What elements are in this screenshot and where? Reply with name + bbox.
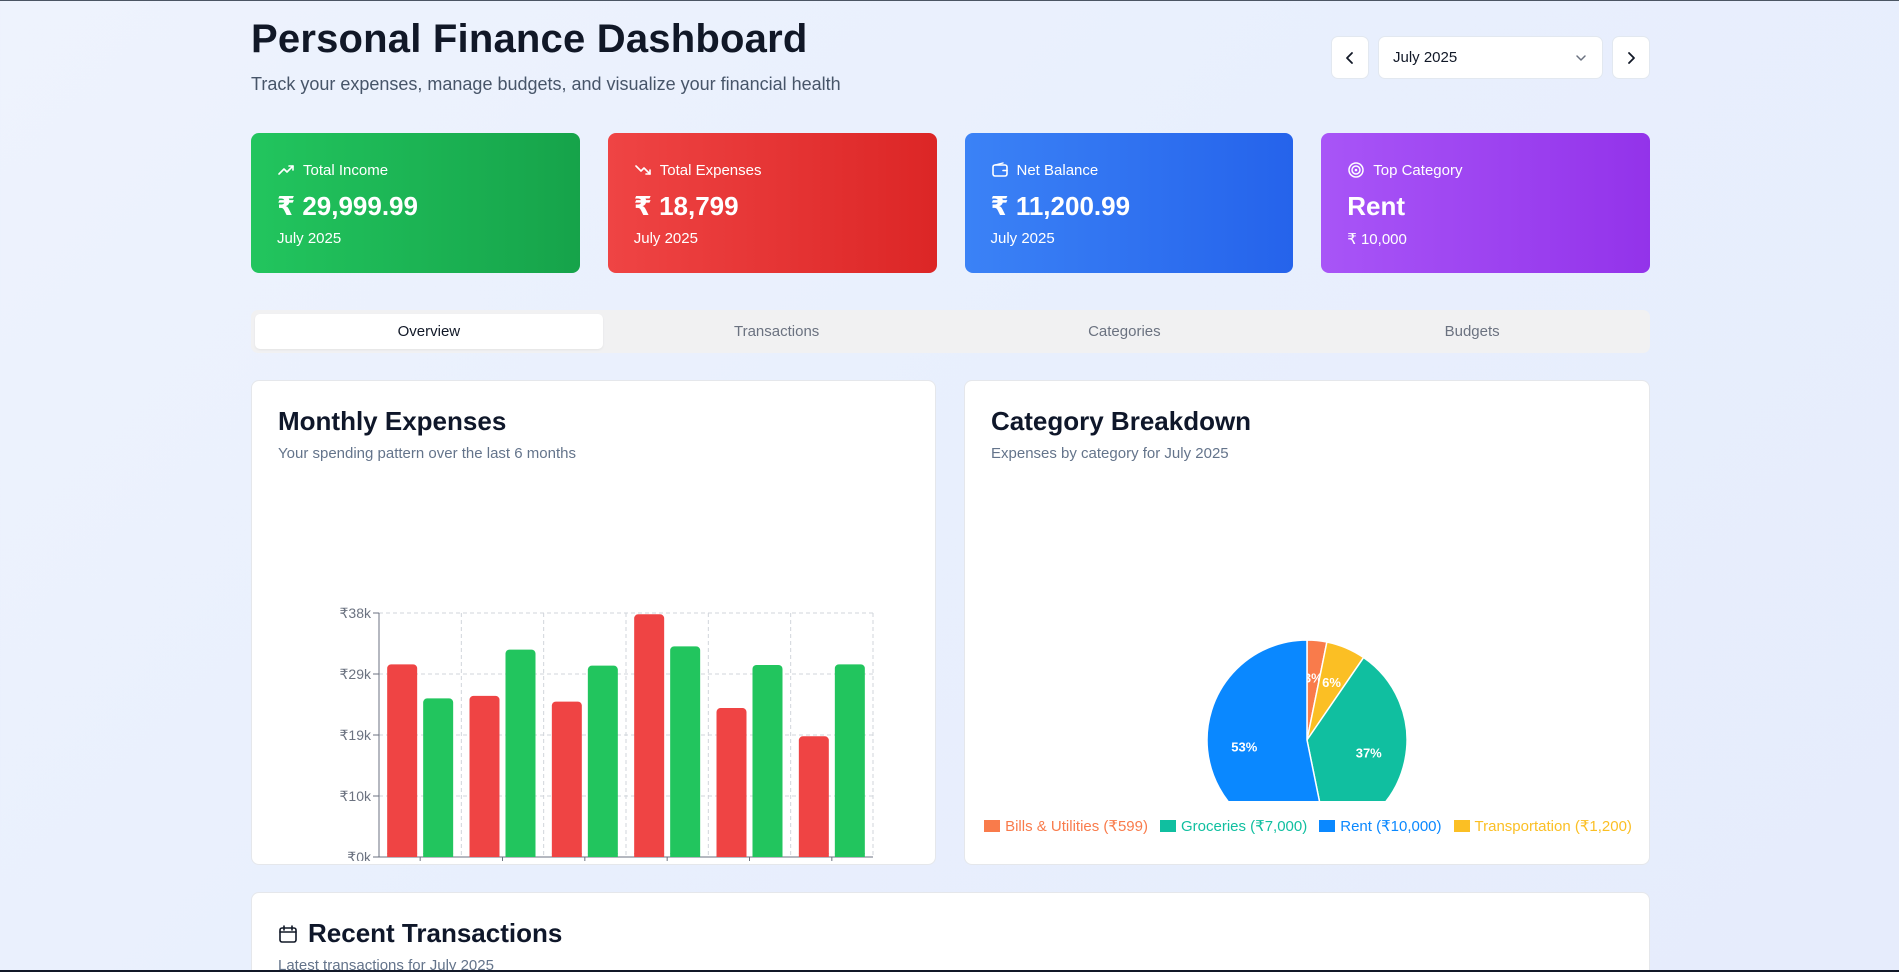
y-tick-label: ₹29k — [340, 666, 372, 682]
expense-bar[interactable] — [716, 708, 747, 857]
total-income-label: Total Income — [303, 161, 389, 179]
expense-bar[interactable] — [634, 614, 665, 857]
expense-bar[interactable] — [551, 701, 582, 857]
legend-item: Bills & Utilities (₹599) — [984, 817, 1148, 835]
top-category-card: Top Category Rent ₹ 10,000 — [1321, 133, 1650, 273]
category-legend: Bills & Utilities (₹599) Groceries (₹7,00… — [965, 817, 1651, 835]
month-select-value: July 2025 — [1393, 49, 1458, 66]
bar-base — [423, 853, 454, 857]
category-breakdown-card: Category Breakdown Expenses by category … — [964, 380, 1650, 865]
legend-swatch — [984, 820, 1001, 832]
legend-item: Transportation (₹1,200) — [1453, 817, 1632, 835]
pie-slice-label: 53% — [1231, 739, 1257, 754]
legend-label: Groceries (₹7,000) — [1180, 818, 1308, 835]
previous-month-button[interactable] — [1331, 36, 1369, 79]
tab-categories[interactable]: Categories — [1088, 323, 1161, 340]
legend-label: Transportation (₹1,200) — [1474, 818, 1632, 835]
chevron-down-icon — [1576, 54, 1586, 61]
page-title: Personal Finance Dashboard — [251, 17, 808, 61]
income-bar[interactable] — [834, 664, 865, 857]
trending-up-icon — [278, 165, 294, 175]
bar-base — [670, 853, 701, 857]
total-expenses-value: ₹ 18,799 — [633, 191, 739, 221]
expense-bar[interactable] — [469, 695, 500, 857]
total-income-card: Total Income ₹ 29,999.99 July 2025 — [251, 133, 580, 273]
bar-base — [505, 853, 536, 857]
income-bar[interactable] — [587, 665, 618, 857]
pie-slice[interactable] — [1306, 656, 1408, 801]
window-top-border — [0, 0, 1899, 1]
legend-label: Bills & Utilities (₹599) — [1005, 818, 1148, 835]
total-expenses-card: Total Expenses ₹ 18,799 July 2025 — [607, 133, 937, 273]
recent-transactions-card: Recent Transactions Latest transactions … — [251, 892, 1650, 972]
total-income-value: ₹ 29,999.99 — [277, 191, 418, 221]
target-icon — [1348, 162, 1364, 178]
net-balance-card: Net Balance ₹ 11,200.99 July 2025 — [964, 133, 1294, 273]
tab-overview[interactable]: Overview — [255, 314, 603, 349]
income-bar[interactable] — [505, 649, 536, 857]
bar-base — [551, 853, 582, 857]
category-pie-chart: 3% 6%37%53% — [1206, 639, 1408, 801]
top-category-value: Rent — [1347, 191, 1406, 221]
y-tick-label: ₹38k — [340, 605, 372, 621]
monthly-expenses-bar-chart: ₹0k₹10k₹19k₹29k₹38kFeb 2025Mar 2025Apr 2… — [340, 605, 874, 861]
window-bottom-border — [0, 970, 1899, 972]
tab-budgets[interactable]: Budgets — [1444, 323, 1500, 340]
month-select[interactable]: July 2025 — [1378, 36, 1603, 79]
recent-transactions-title: Recent Transactions — [308, 918, 563, 948]
bar-base — [752, 853, 783, 857]
tab-transactions[interactable]: Transactions — [733, 323, 820, 340]
income-bar[interactable] — [423, 698, 454, 857]
bar-base — [387, 853, 418, 857]
pie-slice-label: 37% — [1356, 746, 1382, 761]
wallet-icon — [991, 162, 1008, 177]
next-month-button[interactable] — [1612, 36, 1650, 79]
y-tick-label: ₹0k — [347, 849, 372, 861]
income-bar[interactable] — [752, 665, 783, 857]
total-income-period: July 2025 — [277, 230, 342, 247]
view-tabs: Overview Transactions Categories Budgets — [251, 310, 1650, 353]
dashboard-container: Personal Finance Dashboard Track your ex… — [251, 0, 1650, 972]
net-balance-period: July 2025 — [990, 230, 1055, 247]
bar-base — [798, 853, 829, 857]
total-expenses-period: July 2025 — [633, 230, 698, 247]
category-breakdown-title: Category Breakdown — [991, 406, 1252, 436]
category-breakdown-subtitle: Expenses by category for July 2025 — [991, 445, 1229, 462]
pie-slice[interactable] — [1206, 639, 1327, 801]
bar-base — [587, 853, 618, 857]
legend-swatch — [1159, 820, 1176, 832]
bar-base — [634, 853, 665, 857]
bar-base — [716, 853, 747, 857]
monthly-expenses-card: Monthly Expenses Your spending pattern o… — [251, 380, 936, 865]
pie-slice-label: 6% — [1322, 675, 1341, 690]
y-tick-label: ₹19k — [340, 727, 372, 743]
top-category-label: Top Category — [1373, 161, 1463, 179]
legend-swatch — [1453, 820, 1470, 832]
bar-base — [469, 853, 500, 857]
page-subtitle: Track your expenses, manage budgets, and… — [251, 74, 841, 94]
page-header: Personal Finance Dashboard Track your ex… — [251, 0, 1650, 130]
summary-cards: Total Income ₹ 29,999.99 July 2025 Total… — [251, 133, 1650, 273]
bar-base — [834, 853, 865, 857]
net-balance-label: Net Balance — [1016, 161, 1099, 179]
legend-swatch — [1319, 820, 1336, 832]
trending-down-icon — [634, 165, 651, 175]
legend-label: Rent (₹10,000) — [1340, 818, 1442, 835]
month-navigator: July 2025 — [1331, 36, 1650, 79]
chevron-right-icon — [1628, 51, 1635, 64]
y-tick-label: ₹10k — [340, 788, 372, 804]
monthly-expenses-subtitle: Your spending pattern over the last 6 mo… — [278, 445, 576, 462]
income-bar[interactable] — [670, 646, 701, 857]
legend-item: Groceries (₹7,000) — [1159, 817, 1308, 835]
expense-bar[interactable] — [387, 664, 418, 857]
recent-transactions-subtitle: Latest transactions for July 2025 — [278, 957, 494, 972]
legend-item: Rent (₹10,000) — [1319, 817, 1442, 835]
calendar-icon — [279, 924, 297, 943]
expense-bar[interactable] — [798, 736, 829, 857]
monthly-expenses-title: Monthly Expenses — [278, 406, 507, 436]
net-balance-value: ₹ 11,200.99 — [990, 191, 1131, 221]
top-category-amount: ₹ 10,000 — [1347, 231, 1407, 248]
total-expenses-label: Total Expenses — [659, 161, 762, 179]
chevron-left-icon — [1346, 51, 1353, 64]
